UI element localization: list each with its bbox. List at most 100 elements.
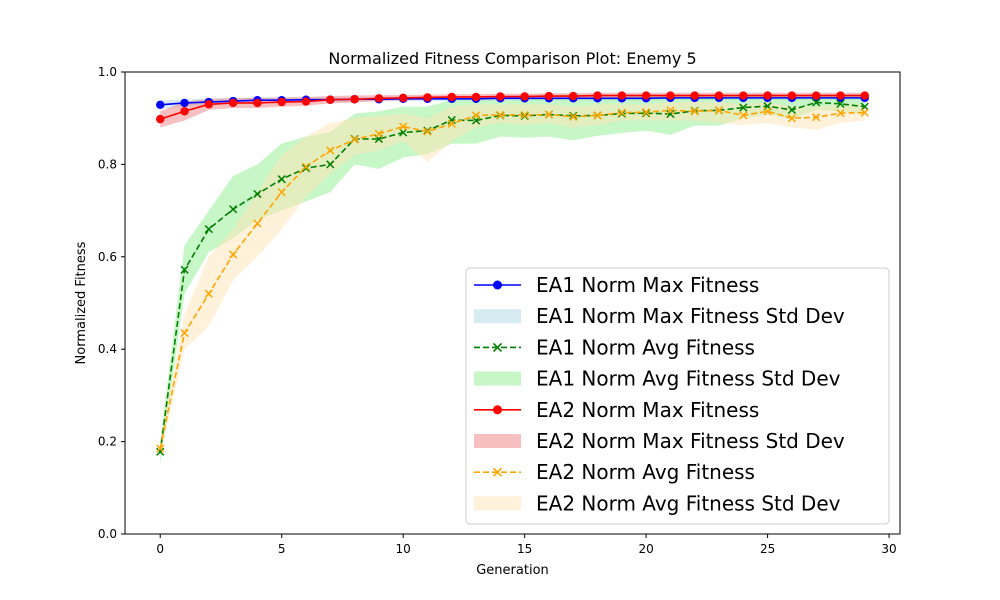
data-point (520, 92, 529, 101)
legend-swatch (474, 496, 521, 511)
data-point (301, 97, 311, 106)
data-point (569, 91, 578, 101)
data-point (666, 91, 675, 100)
x-tick-label: 5 (278, 542, 286, 556)
data-point (253, 219, 262, 228)
data-point (423, 93, 432, 102)
data-point (180, 107, 189, 116)
data-point (593, 91, 602, 100)
legend-label: EA1 Norm Avg Fitness Std Dev (536, 367, 841, 391)
legend-entry: EA1 Norm Avg Fitness (474, 335, 755, 359)
data-point (520, 110, 529, 120)
data-point (739, 103, 748, 112)
y-axis-label: Normalized Fitness (74, 241, 89, 364)
legend-entry: EA1 Norm Max Fitness Std Dev (474, 304, 845, 328)
data-point (739, 111, 748, 120)
series-markers (156, 91, 869, 456)
legend-entry: EA2 Norm Max Fitness Std Dev (474, 429, 845, 453)
legend-label: EA2 Norm Avg Fitness (536, 460, 755, 484)
data-point (836, 91, 845, 100)
legend-marker (493, 280, 502, 290)
legend-swatch (474, 309, 521, 324)
data-point (860, 108, 869, 117)
data-point (350, 135, 359, 144)
data-point (447, 119, 456, 128)
x-tick-label: 20 (638, 542, 653, 556)
series-line-6 (159, 109, 865, 449)
data-point (277, 97, 286, 107)
data-point (326, 146, 335, 155)
data-point (447, 92, 456, 102)
data-point (447, 115, 456, 125)
data-point (228, 250, 238, 259)
data-point (666, 109, 675, 119)
data-point (496, 110, 505, 120)
data-point (714, 106, 724, 115)
data-point (156, 444, 165, 453)
data-point (156, 100, 165, 110)
data-point (204, 289, 213, 298)
legend-entry: EA2 Norm Avg Fitness (474, 460, 755, 484)
legend-label: EA2 Norm Max Fitness Std Dev (536, 429, 845, 453)
data-point (398, 93, 408, 103)
data-point (569, 112, 578, 121)
legend-label: EA1 Norm Avg Fitness (536, 335, 755, 359)
data-point (860, 102, 869, 111)
data-point (739, 91, 748, 100)
data-point (714, 91, 724, 100)
x-tick-label: 25 (760, 542, 775, 556)
chart-legend: EA1 Norm Max Fitness EA1 Norm Max Fitness… (465, 267, 890, 525)
plot-area-frame (124, 71, 901, 535)
data-point (836, 108, 845, 118)
std-dev-band-5 (160, 92, 865, 128)
legend-entry: EA1 Norm Max Fitness (474, 273, 759, 297)
data-point (228, 205, 238, 214)
data-point (763, 107, 772, 116)
data-point (666, 106, 675, 115)
data-point (180, 98, 189, 108)
data-point (253, 98, 262, 108)
legend-marker (492, 467, 503, 477)
data-point (301, 162, 311, 171)
data-point (253, 189, 262, 199)
data-point (836, 99, 845, 109)
data-point (399, 128, 408, 137)
data-point (374, 94, 384, 103)
data-point (787, 105, 797, 115)
x-axis-label: Generation (476, 563, 549, 578)
x-tick-label: 10 (396, 542, 411, 556)
x-tick-label: 15 (517, 542, 532, 556)
data-point (763, 91, 772, 100)
data-point (860, 91, 869, 100)
legend-entry: EA1 Norm Avg Fitness Std Dev (474, 367, 841, 391)
data-point (787, 91, 797, 100)
data-point (204, 100, 214, 109)
legend-box (465, 267, 890, 525)
x-tick-label: 0 (156, 542, 164, 556)
data-point (326, 160, 335, 169)
data-point (641, 108, 651, 117)
x-tick-label: 30 (881, 542, 896, 556)
data-point (471, 92, 481, 102)
legend-entry: EA2 Norm Avg Fitness Std Dev (474, 491, 841, 515)
y-tick-label: 0.0 (98, 527, 117, 541)
legend-marker (492, 342, 503, 352)
legend-entry: EA2 Norm Max Fitness (474, 398, 759, 422)
legend-label: EA1 Norm Max Fitness Std Dev (536, 304, 845, 328)
y-tick-label: 0.8 (98, 157, 117, 171)
data-point (423, 127, 432, 136)
data-point (811, 91, 821, 100)
data-point (617, 91, 627, 100)
data-point (156, 114, 165, 124)
chart-title: Normalized Fitness Comparison Plot: Enem… (328, 49, 696, 68)
data-point (690, 107, 699, 116)
data-point (812, 98, 821, 107)
data-point (812, 113, 821, 122)
legend-label: EA2 Norm Avg Fitness Std Dev (536, 491, 841, 515)
data-point (204, 224, 213, 234)
data-point (277, 187, 286, 197)
y-axis: 0.0 0.2 0.4 0.6 0.8 1.0 (98, 65, 125, 541)
legend-marker (493, 405, 502, 415)
data-point (544, 110, 554, 119)
